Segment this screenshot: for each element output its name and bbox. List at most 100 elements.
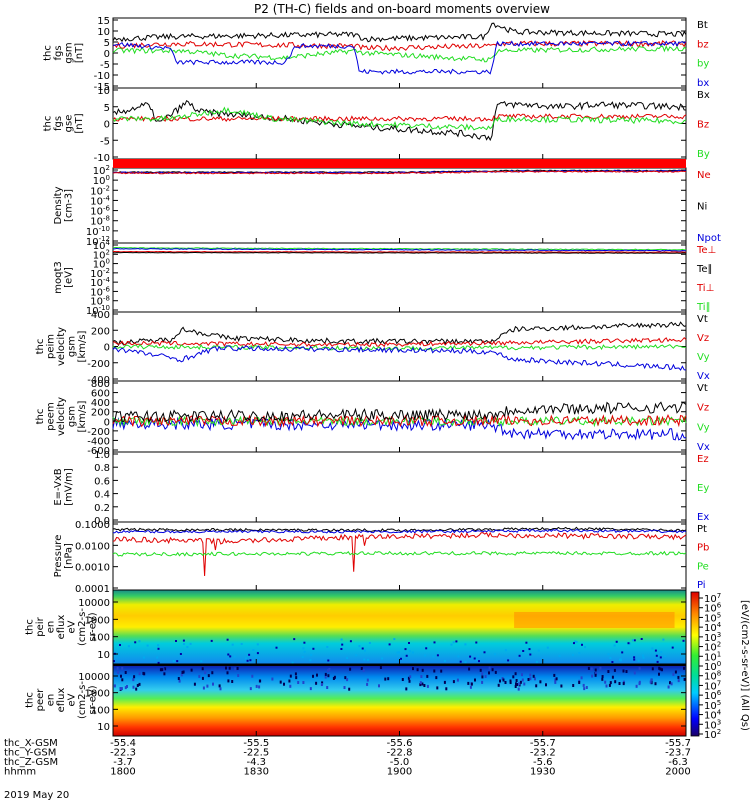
spectrogram-pixel bbox=[348, 687, 351, 691]
spectrogram-pixel bbox=[119, 687, 122, 690]
spectrogram-pixel bbox=[124, 671, 127, 674]
y-axis-label: eflux bbox=[56, 615, 67, 640]
figure-title: P2 (TH-C) fields and on-board moments ov… bbox=[254, 2, 550, 16]
spectrogram-pixel bbox=[555, 677, 558, 681]
spectrogram-pixel bbox=[553, 673, 556, 677]
trace-by bbox=[112, 45, 687, 63]
spectrogram-pixel bbox=[432, 655, 435, 658]
x-row-value: -5.0 bbox=[390, 757, 410, 768]
y-axis-label: [nT] bbox=[74, 43, 85, 63]
y-axis-label: [nPa] bbox=[63, 543, 74, 569]
spectrogram-pixel bbox=[219, 687, 222, 691]
spectrogram-pixel bbox=[234, 667, 237, 671]
y-tick-label: -10 bbox=[94, 71, 110, 82]
spectrogram-pixel bbox=[361, 647, 364, 650]
spectrogram-pixel bbox=[320, 683, 323, 686]
y-tick-label: -5 bbox=[100, 60, 110, 71]
x-row-value: 1830 bbox=[244, 767, 269, 778]
spectrogram-pixel bbox=[638, 667, 641, 671]
x-row-value: -55.5 bbox=[243, 738, 269, 749]
y-axis-label: thc bbox=[25, 692, 36, 708]
spectrogram-pixel bbox=[295, 676, 298, 680]
spectrogram-pixel bbox=[488, 666, 491, 670]
spectrogram-pixel bbox=[515, 682, 517, 686]
spectrogram-pixel bbox=[409, 675, 412, 679]
spectrogram-pixel bbox=[384, 677, 387, 681]
spectrogram-pixel bbox=[246, 659, 249, 662]
spectrogram-pixel bbox=[226, 638, 229, 641]
spectrogram-pixel bbox=[362, 668, 365, 672]
legend-bz: bz bbox=[697, 39, 709, 50]
spectrogram-pixel bbox=[233, 655, 236, 658]
legend-vx: Vx bbox=[697, 371, 710, 382]
spectrogram-pixel bbox=[667, 685, 670, 689]
y-axis-label: fgs bbox=[53, 45, 64, 60]
y-tick-label: 0.4 bbox=[94, 490, 110, 501]
spectrogram-pixel bbox=[537, 649, 540, 652]
x-row-value: -55.6 bbox=[387, 738, 413, 749]
spectrogram-pixel bbox=[157, 661, 160, 664]
y-tick-label: -200 bbox=[87, 427, 110, 438]
spectrogram-pixel bbox=[363, 658, 366, 661]
spectrogram-pixel bbox=[609, 681, 612, 685]
spectrogram-pixel bbox=[659, 656, 662, 659]
x-row-value: -3.7 bbox=[113, 757, 133, 768]
spectrogram-pixel bbox=[416, 668, 419, 672]
spectrogram-pixel bbox=[175, 640, 177, 642]
spectrogram-pixel bbox=[440, 669, 443, 673]
y-tick-label: 5 bbox=[104, 103, 110, 114]
legend-vt: Vt bbox=[697, 314, 708, 325]
spectrogram-pixel bbox=[303, 641, 306, 644]
spectrogram-pixel bbox=[473, 657, 476, 660]
y-tick-label: 0 bbox=[104, 49, 110, 60]
spectrogram-pixel bbox=[607, 653, 610, 656]
trace-bx bbox=[112, 40, 687, 75]
legend-vy: Vy bbox=[697, 422, 710, 433]
spectrogram-pixel bbox=[172, 660, 175, 662]
spectrogram-pixel bbox=[364, 649, 366, 652]
spectrogram-pixel bbox=[349, 667, 352, 671]
spectrogram-pixel bbox=[554, 680, 557, 684]
spectrogram-pixel bbox=[467, 681, 470, 685]
spectrogram-pixel bbox=[656, 660, 659, 663]
y-tick-label: 100 bbox=[91, 633, 110, 644]
spectrogram-pixel bbox=[210, 639, 213, 642]
y-tick-label: 0.0001 bbox=[75, 584, 110, 595]
y-axis-label: Pressure bbox=[53, 535, 64, 578]
spectrogram-pixel bbox=[452, 641, 455, 644]
spectrogram-pixel bbox=[683, 666, 685, 670]
trace-vt-ion bbox=[112, 321, 687, 347]
colorbar-ticks: 1071061051041031021011001081071061051041… bbox=[699, 592, 722, 741]
spectrogram-pixel bbox=[611, 661, 614, 663]
spectrogram-pixel bbox=[554, 678, 557, 682]
spectrogram-pixel bbox=[587, 666, 590, 670]
spectrogram-pixel bbox=[252, 649, 255, 651]
flux-enhancement bbox=[514, 612, 675, 628]
spectrogram-pixel bbox=[519, 680, 522, 684]
spectrogram-pixel bbox=[580, 676, 583, 680]
spectrogram-pixel bbox=[423, 684, 426, 687]
trace-bx-gse bbox=[112, 99, 687, 142]
spectrogram-pixel bbox=[483, 651, 486, 654]
spectrogram-pixel bbox=[661, 668, 663, 672]
spectrogram-pixel bbox=[491, 668, 494, 672]
panel-frame bbox=[112, 167, 687, 244]
spectrogram-pixel bbox=[633, 639, 636, 642]
spectrogram-pixel bbox=[534, 677, 536, 681]
y-axis-label: E=-VxB bbox=[53, 468, 64, 505]
spectrogram-pixel bbox=[436, 686, 439, 690]
trace-te-par bbox=[112, 251, 687, 254]
spectrogram-pixel bbox=[378, 684, 380, 688]
spectrogram-pixel bbox=[642, 654, 644, 657]
x-row-value: -22.3 bbox=[110, 748, 136, 759]
x-row-value: -6.3 bbox=[668, 757, 688, 768]
y-axis-label: sr-eV) bbox=[88, 685, 99, 714]
spectrogram-pixel bbox=[225, 666, 227, 670]
spectrogram-pixel bbox=[608, 683, 611, 687]
x-row-label-0: thc_X-GSM bbox=[4, 738, 58, 749]
spectrogram-pixel bbox=[113, 660, 115, 663]
spectrogram-pixel bbox=[291, 661, 294, 664]
spectrogram-pixel bbox=[249, 659, 252, 662]
spectrogram-pixel bbox=[309, 659, 312, 662]
